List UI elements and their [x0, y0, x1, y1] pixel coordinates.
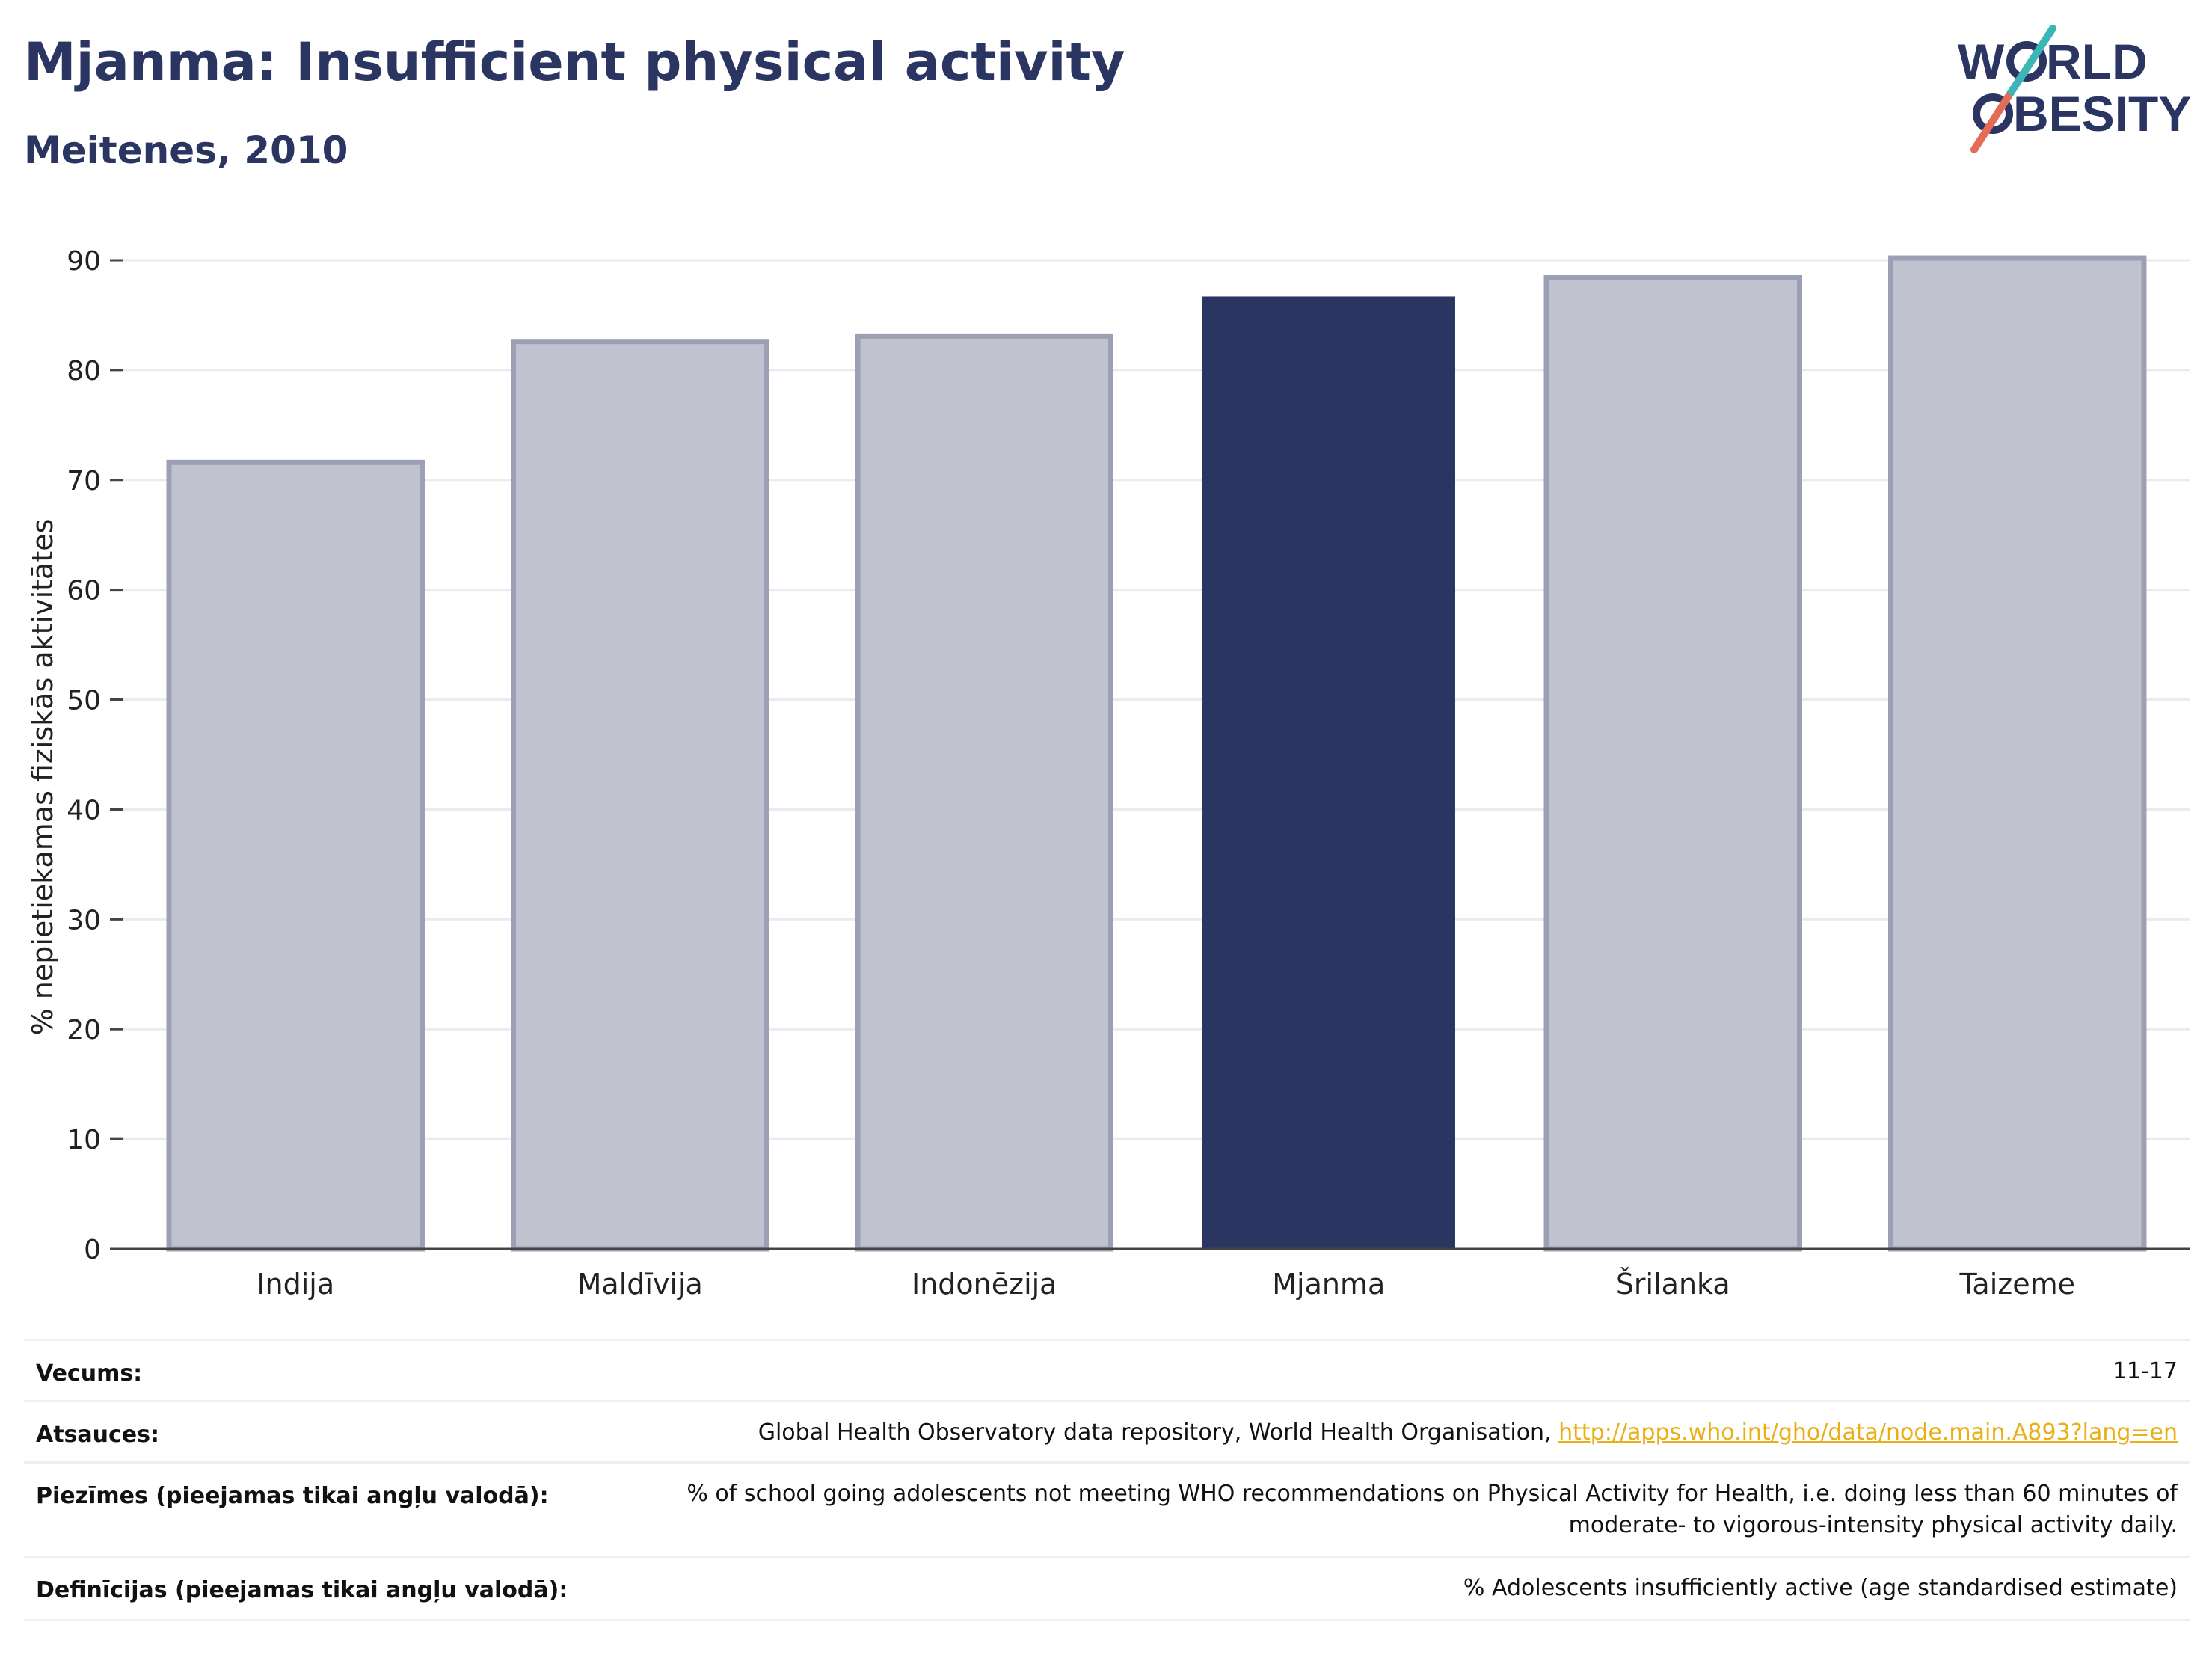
info-table: Vecums: 11-17 Atsauces: Global Health Ob…: [24, 1339, 2190, 1623]
info-value-sources: Global Health Observatory data repositor…: [758, 1417, 2178, 1449]
bar-1: [511, 339, 769, 1252]
y-tick-label: 20: [67, 1015, 101, 1045]
bars: [166, 255, 2147, 1252]
info-row-age: Vecums: 11-17: [24, 1339, 2190, 1402]
source-link[interactable]: http://apps.who.int/gho/data/node.main.A…: [1558, 1419, 2178, 1446]
grid-lines: [123, 259, 2190, 1140]
logo-besity: BESITY: [2013, 86, 2191, 141]
y-tick-label: 30: [67, 905, 101, 936]
info-value-notes: % of school going adolescents not meetin…: [686, 1481, 2178, 1538]
logo-o-icon: [2006, 41, 2047, 82]
info-key-notes: Piezīmes (pieejamas tikai angļu valodā):: [36, 1483, 549, 1509]
bar-0: [166, 459, 425, 1252]
page-title: Mjanma: Insufficient physical activity: [24, 31, 1125, 93]
y-tick-label: 40: [67, 795, 101, 826]
info-row-notes: Piezīmes (pieejamas tikai angļu valodā):…: [24, 1461, 2190, 1558]
x-tick-label: Taizeme: [1959, 1268, 2076, 1301]
info-row-definitions: Definīcijas (pieejamas tikai angļu valod…: [24, 1556, 2190, 1621]
logo-w: W: [1958, 34, 2005, 89]
bar-chart: 0 10 20 30 40 50 60 70 80 90 Indija Maldīvija Indon…: [26, 246, 2190, 1301]
y-tick-label: 0: [84, 1235, 101, 1265]
page-subtitle: Meitenes, 2010: [24, 129, 348, 172]
x-tick-label: Indija: [256, 1268, 334, 1301]
info-value-definitions: % Adolescents insufficiently active (age…: [1463, 1575, 2178, 1601]
logo-slash-teal-icon: [2004, 25, 2056, 101]
source-text: Global Health Observatory data repositor…: [758, 1419, 1559, 1446]
bar-5: [1888, 255, 2147, 1252]
y-tick-label: 50: [67, 686, 101, 716]
y-tick-label: 90: [67, 246, 101, 277]
bar-3: [1202, 296, 1455, 1249]
x-tick-label: Indonēzija: [912, 1268, 1057, 1301]
logo-slash-coral-icon: [1970, 93, 2012, 153]
bar-2: [855, 333, 1113, 1252]
world-obesity-logo: W RLD BESITY: [1958, 25, 2191, 153]
x-tick-label: Šrilanka: [1616, 1268, 1730, 1301]
y-tick-label: 10: [67, 1125, 101, 1155]
logo-o2-icon: [1973, 93, 2013, 134]
info-key-definitions: Definīcijas (pieejamas tikai angļu valod…: [36, 1577, 568, 1603]
y-axis-label: % nepietiekamas fiziskās aktivitātes: [26, 519, 59, 1036]
bar-4: [1543, 275, 1802, 1252]
info-row-sources: Atsauces: Global Health Observatory data…: [24, 1400, 2190, 1464]
info-key-age: Vecums:: [36, 1360, 143, 1387]
y-axis-ticks: 0 10 20 30 40 50 60 70 80 90: [67, 246, 123, 1265]
logo-rld: RLD: [2046, 34, 2148, 89]
y-tick-label: 60: [67, 576, 101, 607]
y-tick-label: 70: [67, 466, 101, 497]
y-tick-label: 80: [67, 356, 101, 387]
x-axis-ticks: Indija Maldīvija Indonēzija Mjanma Šrilanka T…: [256, 1268, 2075, 1301]
info-value-age: 11-17: [2112, 1358, 2178, 1384]
x-tick-label: Maldīvija: [577, 1268, 703, 1301]
info-key-sources: Atsauces:: [36, 1422, 159, 1448]
x-tick-label: Mjanma: [1272, 1268, 1385, 1301]
